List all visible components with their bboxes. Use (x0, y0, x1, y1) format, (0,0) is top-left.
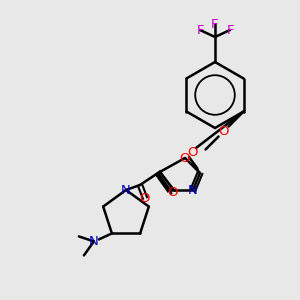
Text: O: O (218, 125, 229, 138)
Text: O: O (180, 152, 190, 164)
Text: O: O (187, 146, 197, 158)
Text: O: O (140, 191, 150, 205)
Text: N: N (121, 184, 131, 196)
Text: F: F (196, 23, 204, 37)
Text: N: N (188, 184, 198, 196)
Text: N: N (89, 235, 99, 248)
Text: F: F (211, 17, 219, 31)
Text: O: O (168, 185, 178, 199)
Text: F: F (226, 23, 234, 37)
